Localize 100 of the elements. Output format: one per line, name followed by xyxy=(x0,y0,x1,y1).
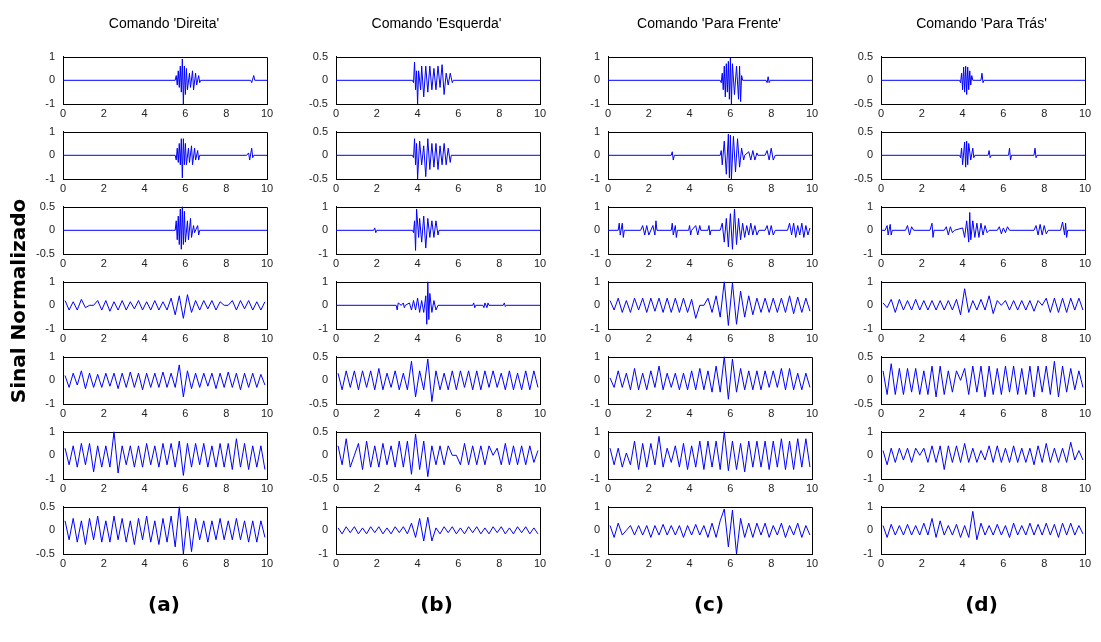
x-tick-label: 6 xyxy=(454,256,461,269)
y-tick-label: 1 xyxy=(48,124,55,137)
x-tick-label: 10 xyxy=(1078,481,1091,494)
x-tick-label: 6 xyxy=(999,256,1006,269)
x-tick-label: 2 xyxy=(373,556,380,569)
y-tick-label: -1 xyxy=(862,322,873,335)
x-tick-label: 10 xyxy=(805,556,819,569)
x-tick-label: 6 xyxy=(454,106,461,119)
x-tick-label: 0 xyxy=(877,106,884,119)
x-tick-label: 10 xyxy=(260,481,274,494)
x-tick-label: 4 xyxy=(959,406,966,419)
y-tick-label: -0.5 xyxy=(308,472,328,485)
x-tick-label: 10 xyxy=(260,256,274,269)
y-tick-label: 0 xyxy=(866,223,873,236)
x-tick-label: 2 xyxy=(918,406,925,419)
x-tick-label: 8 xyxy=(768,331,775,344)
x-tick-label: 8 xyxy=(223,556,230,569)
x-tick-label: 4 xyxy=(141,481,148,494)
y-tick-label: 0 xyxy=(48,223,55,236)
y-tick-label: 1 xyxy=(48,274,55,287)
x-tick-label: 6 xyxy=(999,331,1006,344)
x-tick-label: 6 xyxy=(182,406,189,419)
x-tick-label: 10 xyxy=(533,181,546,194)
x-tick-label: 6 xyxy=(182,256,189,269)
x-tick-label: 8 xyxy=(1040,256,1047,269)
y-tick-label: 0 xyxy=(866,148,873,161)
x-tick-label: 4 xyxy=(414,481,421,494)
y-tick-label: 0 xyxy=(593,148,600,161)
y-tick-label: -1 xyxy=(45,172,55,185)
x-tick-label: 8 xyxy=(495,181,502,194)
x-tick-label: 0 xyxy=(604,556,612,569)
x-tick-label: 2 xyxy=(918,106,925,119)
x-tick-label: 2 xyxy=(373,181,380,194)
x-axis-title: (c) xyxy=(692,592,726,616)
y-tick-label: -0.5 xyxy=(308,397,328,410)
y-tick-label: -0.5 xyxy=(853,397,873,410)
x-tick-label: 10 xyxy=(805,181,819,194)
y-tick-label: -1 xyxy=(590,472,600,485)
y-tick-label: -1 xyxy=(590,247,600,260)
y-tick-label: -1 xyxy=(45,322,55,335)
y-tick-label: 0 xyxy=(321,523,328,536)
x-tick-label: 0 xyxy=(59,181,67,194)
y-tick-label: -1 xyxy=(45,97,55,110)
y-tick-label: -0.5 xyxy=(36,247,55,260)
x-tick-label: 0 xyxy=(604,181,612,194)
y-tick-label: 1 xyxy=(593,274,600,287)
y-tick-label: 0 xyxy=(866,523,873,536)
y-tick-label: -0.5 xyxy=(308,97,328,110)
y-tick-label: -0.5 xyxy=(853,172,873,185)
y-tick-label: 0 xyxy=(48,448,55,461)
x-tick-label: 8 xyxy=(1040,106,1047,119)
x-tick-label: 8 xyxy=(223,106,230,119)
x-tick-label: 6 xyxy=(999,106,1006,119)
x-tick-label: 4 xyxy=(959,331,966,344)
y-tick-label: 1 xyxy=(593,349,600,362)
chart-title: Comando 'Direita' xyxy=(107,15,221,31)
y-tick-label: 0 xyxy=(321,373,328,386)
x-tick-label: 6 xyxy=(182,556,189,569)
x-tick-label: 2 xyxy=(918,556,925,569)
y-tick-label: 1 xyxy=(321,499,328,512)
y-tick-label: 0 xyxy=(593,448,600,461)
x-tick-label: 2 xyxy=(100,331,107,344)
x-axis-title: (a) xyxy=(147,592,181,616)
x-tick-label: 8 xyxy=(1040,556,1047,569)
x-tick-label: 10 xyxy=(805,481,819,494)
y-tick-label: -0.5 xyxy=(853,97,873,110)
y-tick-label: 0 xyxy=(866,448,873,461)
x-tick-label: 0 xyxy=(332,106,339,119)
x-tick-label: 8 xyxy=(768,256,775,269)
x-tick-label: 10 xyxy=(1078,406,1091,419)
x-tick-label: 10 xyxy=(805,406,819,419)
x-tick-label: 8 xyxy=(1040,406,1047,419)
x-tick-label: 10 xyxy=(1078,556,1091,569)
x-tick-label: 2 xyxy=(373,106,380,119)
y-tick-label: -1 xyxy=(317,547,328,560)
x-tick-label: 2 xyxy=(100,406,107,419)
x-tick-label: 4 xyxy=(686,406,693,419)
x-tick-label: 4 xyxy=(141,256,148,269)
x-tick-label: 0 xyxy=(877,181,884,194)
x-tick-label: 6 xyxy=(727,481,734,494)
x-tick-label: 6 xyxy=(999,406,1006,419)
x-tick-label: 6 xyxy=(727,256,734,269)
y-tick-label: 0.5 xyxy=(312,424,328,437)
x-tick-label: 4 xyxy=(686,481,693,494)
y-tick-label: 0.5 xyxy=(312,124,328,137)
x-tick-label: 4 xyxy=(414,256,421,269)
x-tick-label: 10 xyxy=(1078,181,1091,194)
x-tick-label: 4 xyxy=(959,556,966,569)
y-tick-label: -1 xyxy=(862,247,873,260)
x-tick-label: 0 xyxy=(59,406,67,419)
x-tick-label: 2 xyxy=(918,181,925,194)
x-tick-label: 2 xyxy=(645,481,652,494)
x-tick-label: 4 xyxy=(686,181,693,194)
y-tick-label: 0 xyxy=(48,298,55,311)
x-tick-label: 6 xyxy=(454,331,461,344)
y-axis-title: Sinal Normalizado xyxy=(6,198,30,404)
x-tick-label: 2 xyxy=(373,481,380,494)
x-tick-label: 2 xyxy=(645,331,652,344)
x-tick-label: 4 xyxy=(141,106,148,119)
x-tick-label: 0 xyxy=(332,256,339,269)
